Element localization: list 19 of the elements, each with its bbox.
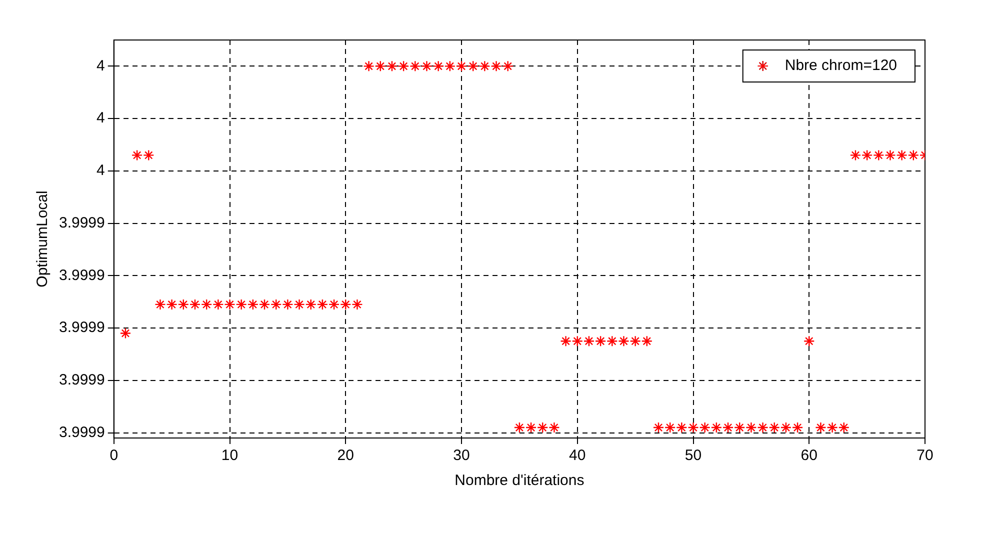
y-tick-label: 3.9999 (58, 214, 105, 232)
y-tick-label: 3.9999 (58, 372, 105, 389)
y-tick-label: 4 (96, 57, 105, 74)
y-axis-title: OptimumLocal (34, 190, 52, 288)
y-tick-label: 4 (96, 162, 105, 180)
y-tick-label: 3.9999 (58, 319, 105, 336)
legend-label: Nbre chrom=120 (784, 57, 898, 74)
y-tick-label: 3.9999 (58, 266, 105, 284)
x-axis-title: Nombre d'itérations (454, 472, 584, 490)
x-tick-label: 50 (684, 447, 702, 464)
x-tick-label: 10 (221, 447, 238, 464)
x-tick-label: 30 (453, 447, 470, 464)
y-tick-label: 3.9999 (58, 424, 105, 441)
x-tick-label: 0 (110, 447, 118, 464)
x-tick-label: 20 (337, 447, 354, 464)
y-tick-label: 4 (96, 110, 105, 127)
x-tick-label: 40 (569, 447, 586, 464)
x-tick-label: 70 (916, 447, 934, 464)
x-tick-label: 60 (800, 447, 818, 464)
